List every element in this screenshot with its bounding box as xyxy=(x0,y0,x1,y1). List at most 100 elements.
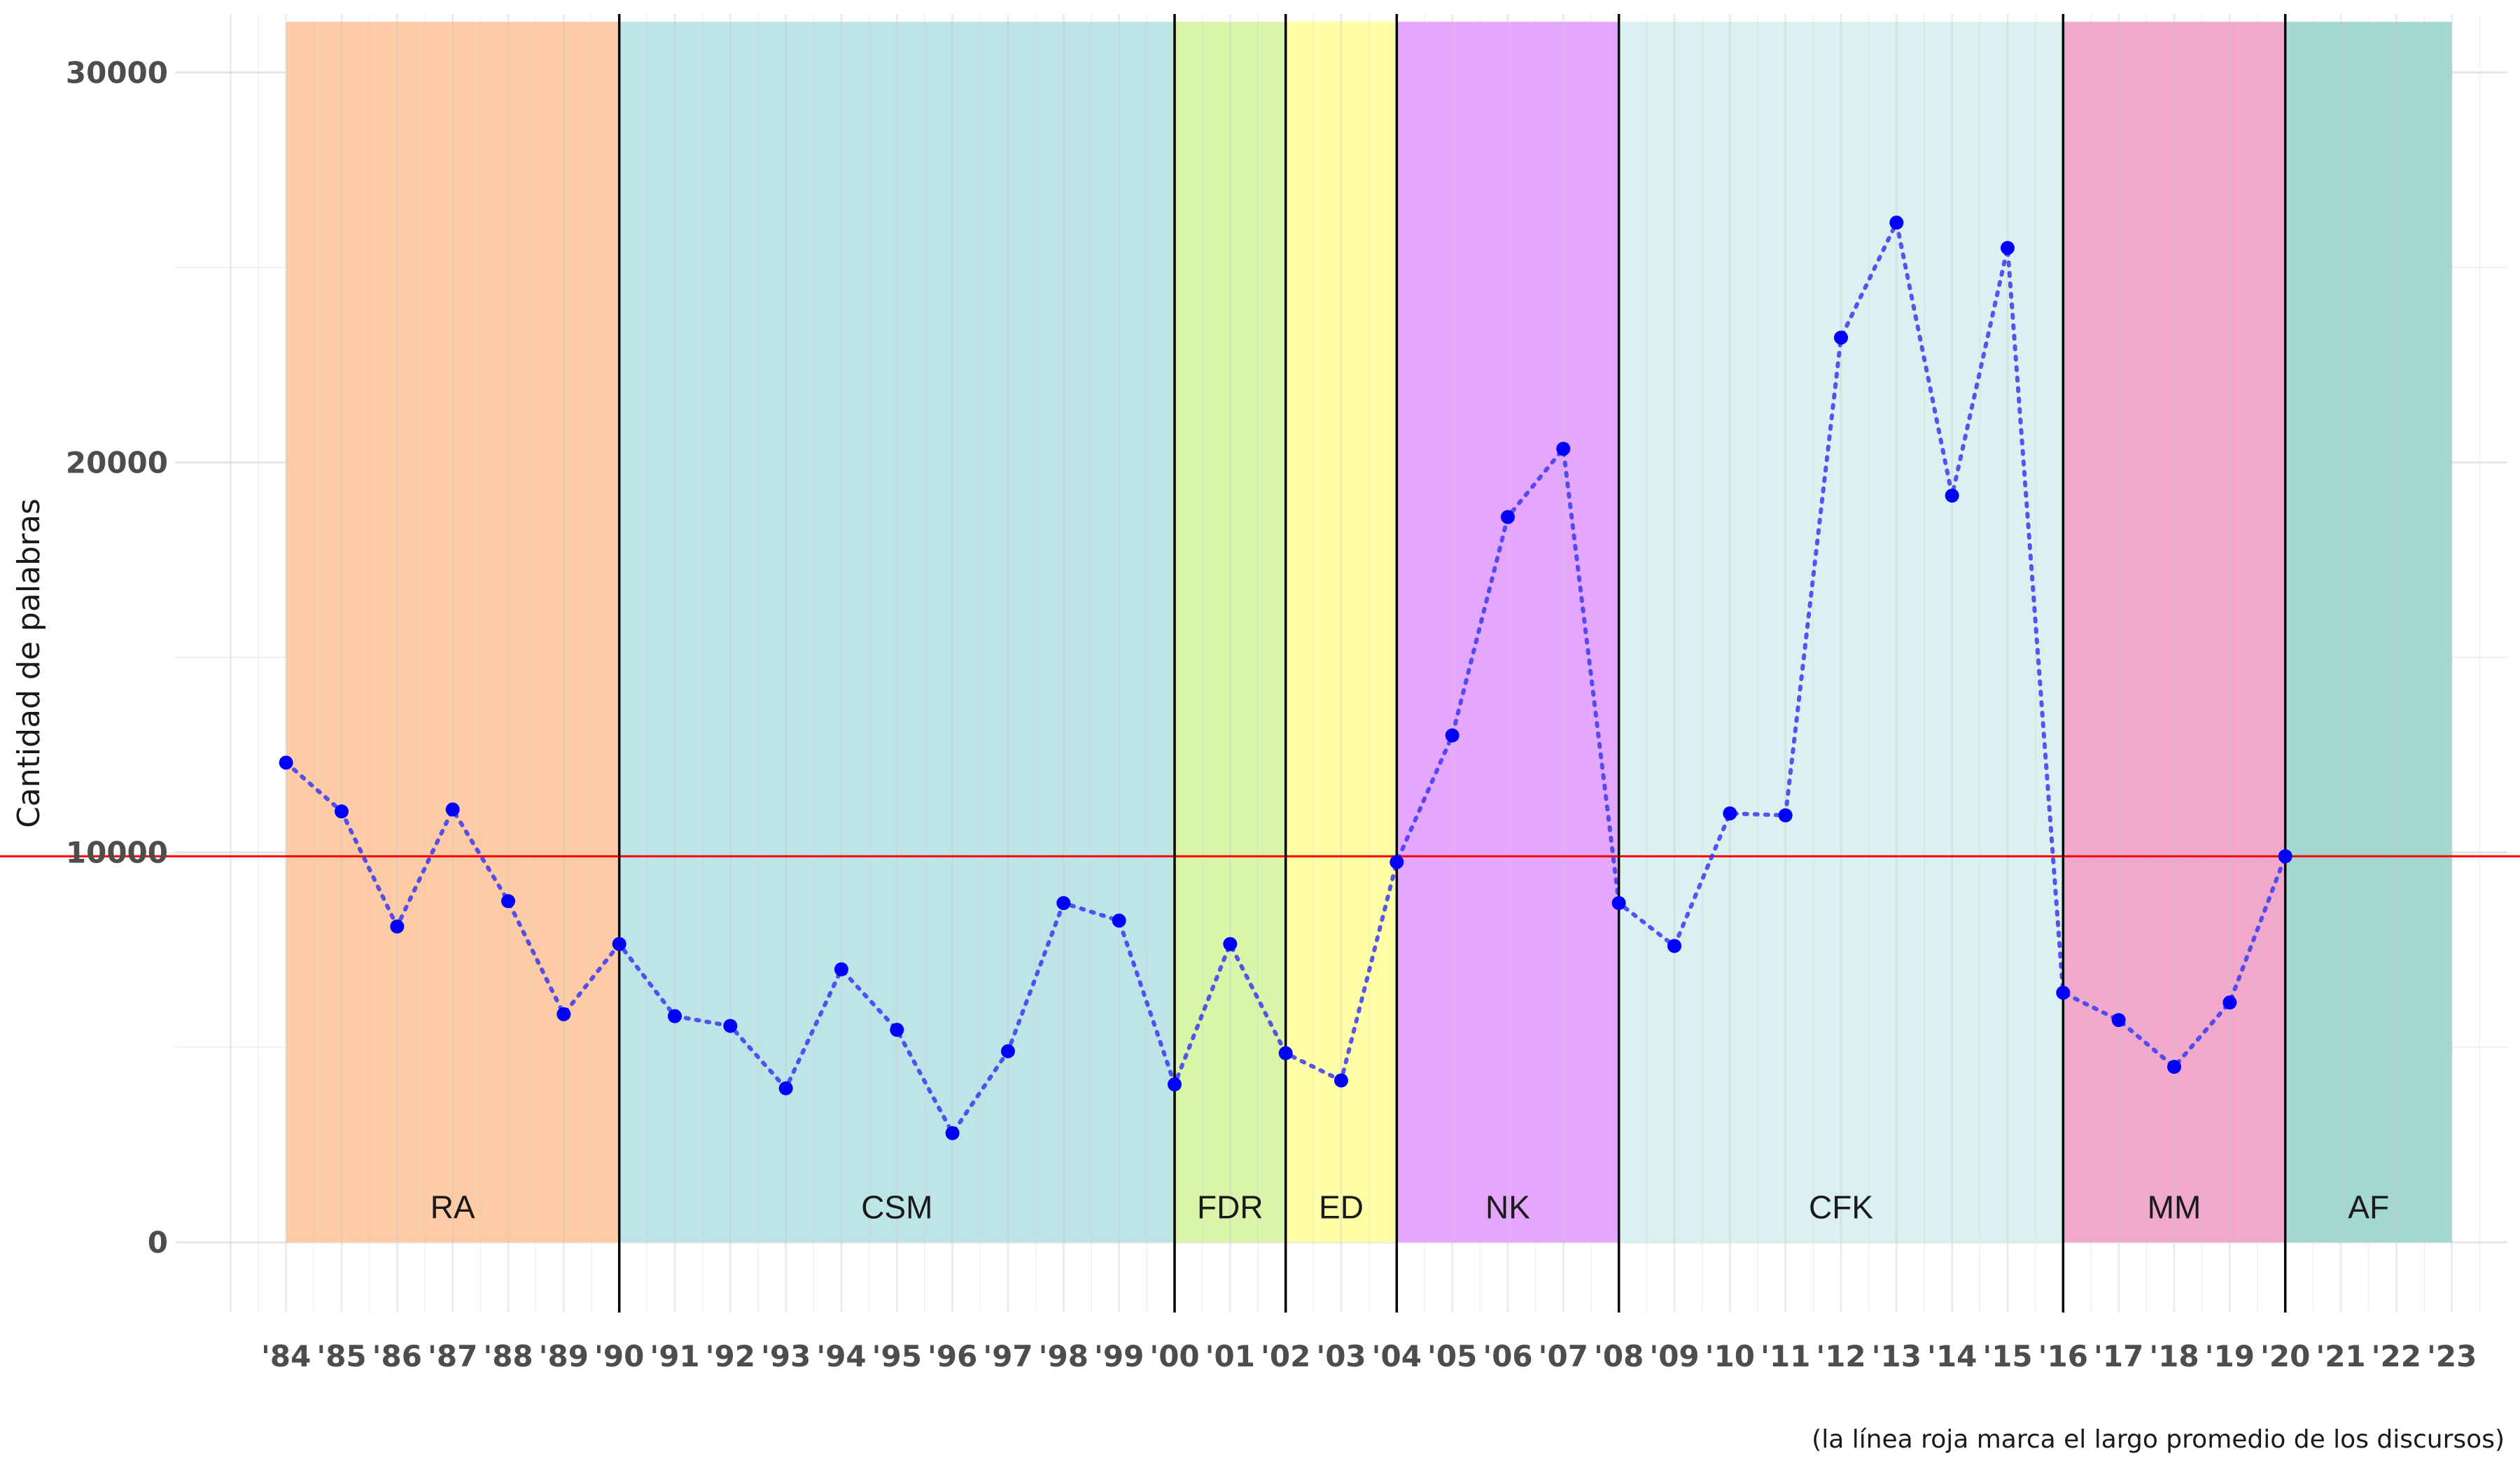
period-label-mm: MM xyxy=(2148,1189,2202,1226)
data-point xyxy=(2001,241,2015,255)
x-tick-label: '06 xyxy=(1483,1339,1532,1373)
data-point xyxy=(501,894,515,909)
x-tick-label: '97 xyxy=(983,1339,1032,1373)
data-point xyxy=(834,962,848,976)
data-point xyxy=(335,804,349,819)
y-tick-label: 0 xyxy=(148,1226,168,1260)
x-tick-label: '95 xyxy=(872,1339,922,1373)
x-tick-label: '08 xyxy=(1594,1339,1644,1373)
data-point xyxy=(390,919,405,934)
x-tick-label: '15 xyxy=(1982,1339,2032,1373)
data-point xyxy=(1056,896,1071,911)
period-label-fdr: FDR xyxy=(1197,1189,1264,1226)
x-tick-label: '18 xyxy=(2149,1339,2199,1373)
x-tick-label: '22 xyxy=(2372,1339,2421,1373)
data-point xyxy=(778,1081,793,1096)
x-tick-label: '16 xyxy=(2038,1339,2088,1373)
x-tick-label: '02 xyxy=(1261,1339,1310,1373)
x-tick-label: '96 xyxy=(927,1339,977,1373)
x-tick-label: '07 xyxy=(1539,1339,1588,1373)
period-label-ed: ED xyxy=(1319,1189,1364,1226)
data-point xyxy=(945,1126,960,1140)
period-labels: RA CSM FDR ED NK CFK MM AF xyxy=(430,1189,2389,1226)
series-points xyxy=(279,216,2292,1140)
x-tick-label: '13 xyxy=(1872,1339,1921,1373)
data-point xyxy=(2056,986,2071,1000)
x-tick-label: '90 xyxy=(594,1339,644,1373)
x-tick-label: '00 xyxy=(1149,1339,1199,1373)
period-band-cfk xyxy=(1618,22,2064,1242)
x-tick-label: '11 xyxy=(1760,1339,1810,1373)
x-tick-label: '04 xyxy=(1372,1339,1422,1373)
data-point xyxy=(1390,855,1404,869)
x-tick-label: '03 xyxy=(1316,1339,1366,1373)
x-tick-label: '94 xyxy=(816,1339,866,1373)
x-tick-label: '89 xyxy=(539,1339,589,1373)
data-point xyxy=(1834,330,1848,345)
x-tick-label: '23 xyxy=(2427,1339,2477,1373)
x-tick-label: '01 xyxy=(1205,1339,1255,1373)
data-point xyxy=(2222,995,2237,1010)
x-tick-label: '93 xyxy=(761,1339,811,1373)
period-label-csm: CSM xyxy=(861,1189,932,1226)
y-axis-ticks: 0 10000 20000 30000 xyxy=(66,56,168,1260)
data-point xyxy=(1723,806,1737,820)
x-tick-label: '86 xyxy=(372,1339,422,1373)
x-tick-label: '21 xyxy=(2316,1339,2365,1373)
x-tick-label: '20 xyxy=(2260,1339,2310,1373)
period-label-nk: NK xyxy=(1485,1189,1530,1226)
y-axis-label: Cantidad de palabras xyxy=(11,498,47,828)
x-tick-label: '91 xyxy=(650,1339,699,1373)
x-tick-label: '05 xyxy=(1427,1339,1477,1373)
data-point xyxy=(1223,937,1238,951)
period-band-af xyxy=(2285,22,2452,1242)
period-band-ed xyxy=(1285,22,1397,1242)
x-tick-label: '98 xyxy=(1039,1339,1088,1373)
data-point xyxy=(668,1009,682,1023)
x-tick-label: '88 xyxy=(483,1339,533,1373)
period-label-af: AF xyxy=(2348,1189,2389,1226)
data-point xyxy=(1112,913,1126,928)
vertical-gridlines xyxy=(229,14,2481,1312)
data-point xyxy=(1278,1046,1293,1060)
period-boundaries xyxy=(617,14,2287,1312)
period-label-ra: RA xyxy=(430,1189,475,1226)
chart-caption: (la línea roja marca el largo promedio d… xyxy=(1812,1425,2505,1454)
data-point xyxy=(1667,939,1681,953)
y-tick-label: 30000 xyxy=(66,56,168,90)
data-point xyxy=(279,755,293,770)
period-label-cfk: CFK xyxy=(1809,1189,1873,1226)
data-point xyxy=(2111,1013,2126,1028)
x-axis-ticks: '84'85'86'87'88'89'90'91'92'93'94'95'96 '… xyxy=(261,1339,2477,1373)
x-tick-label: '17 xyxy=(2094,1339,2143,1373)
data-point xyxy=(1945,488,1959,503)
x-tick-label: '99 xyxy=(1094,1339,1144,1373)
x-tick-label: '09 xyxy=(1649,1339,1699,1373)
data-point xyxy=(556,1007,571,1021)
data-point xyxy=(1778,808,1793,822)
period-band-nk xyxy=(1396,22,1619,1242)
y-tick-label: 10000 xyxy=(66,836,168,870)
data-point xyxy=(1611,896,1626,911)
x-tick-label: '14 xyxy=(1927,1339,1977,1373)
data-point xyxy=(1001,1044,1015,1058)
data-point xyxy=(1445,728,1460,743)
x-tick-label: '85 xyxy=(316,1339,366,1373)
data-point xyxy=(890,1023,904,1037)
x-tick-label: '19 xyxy=(2205,1339,2255,1373)
data-point xyxy=(1334,1073,1348,1088)
data-point xyxy=(2167,1060,2181,1074)
data-point xyxy=(1501,510,1515,524)
period-band-csm xyxy=(619,22,1175,1242)
data-point xyxy=(2278,849,2292,864)
data-point xyxy=(1556,442,1571,456)
x-tick-label: '92 xyxy=(706,1339,755,1373)
data-point xyxy=(1889,216,1904,230)
data-point xyxy=(445,802,460,817)
x-tick-label: '12 xyxy=(1816,1339,1865,1373)
x-tick-label: '87 xyxy=(428,1339,477,1373)
period-band-mm xyxy=(2063,22,2286,1242)
x-tick-label: '10 xyxy=(1705,1339,1755,1373)
y-tick-label: 20000 xyxy=(66,446,168,480)
